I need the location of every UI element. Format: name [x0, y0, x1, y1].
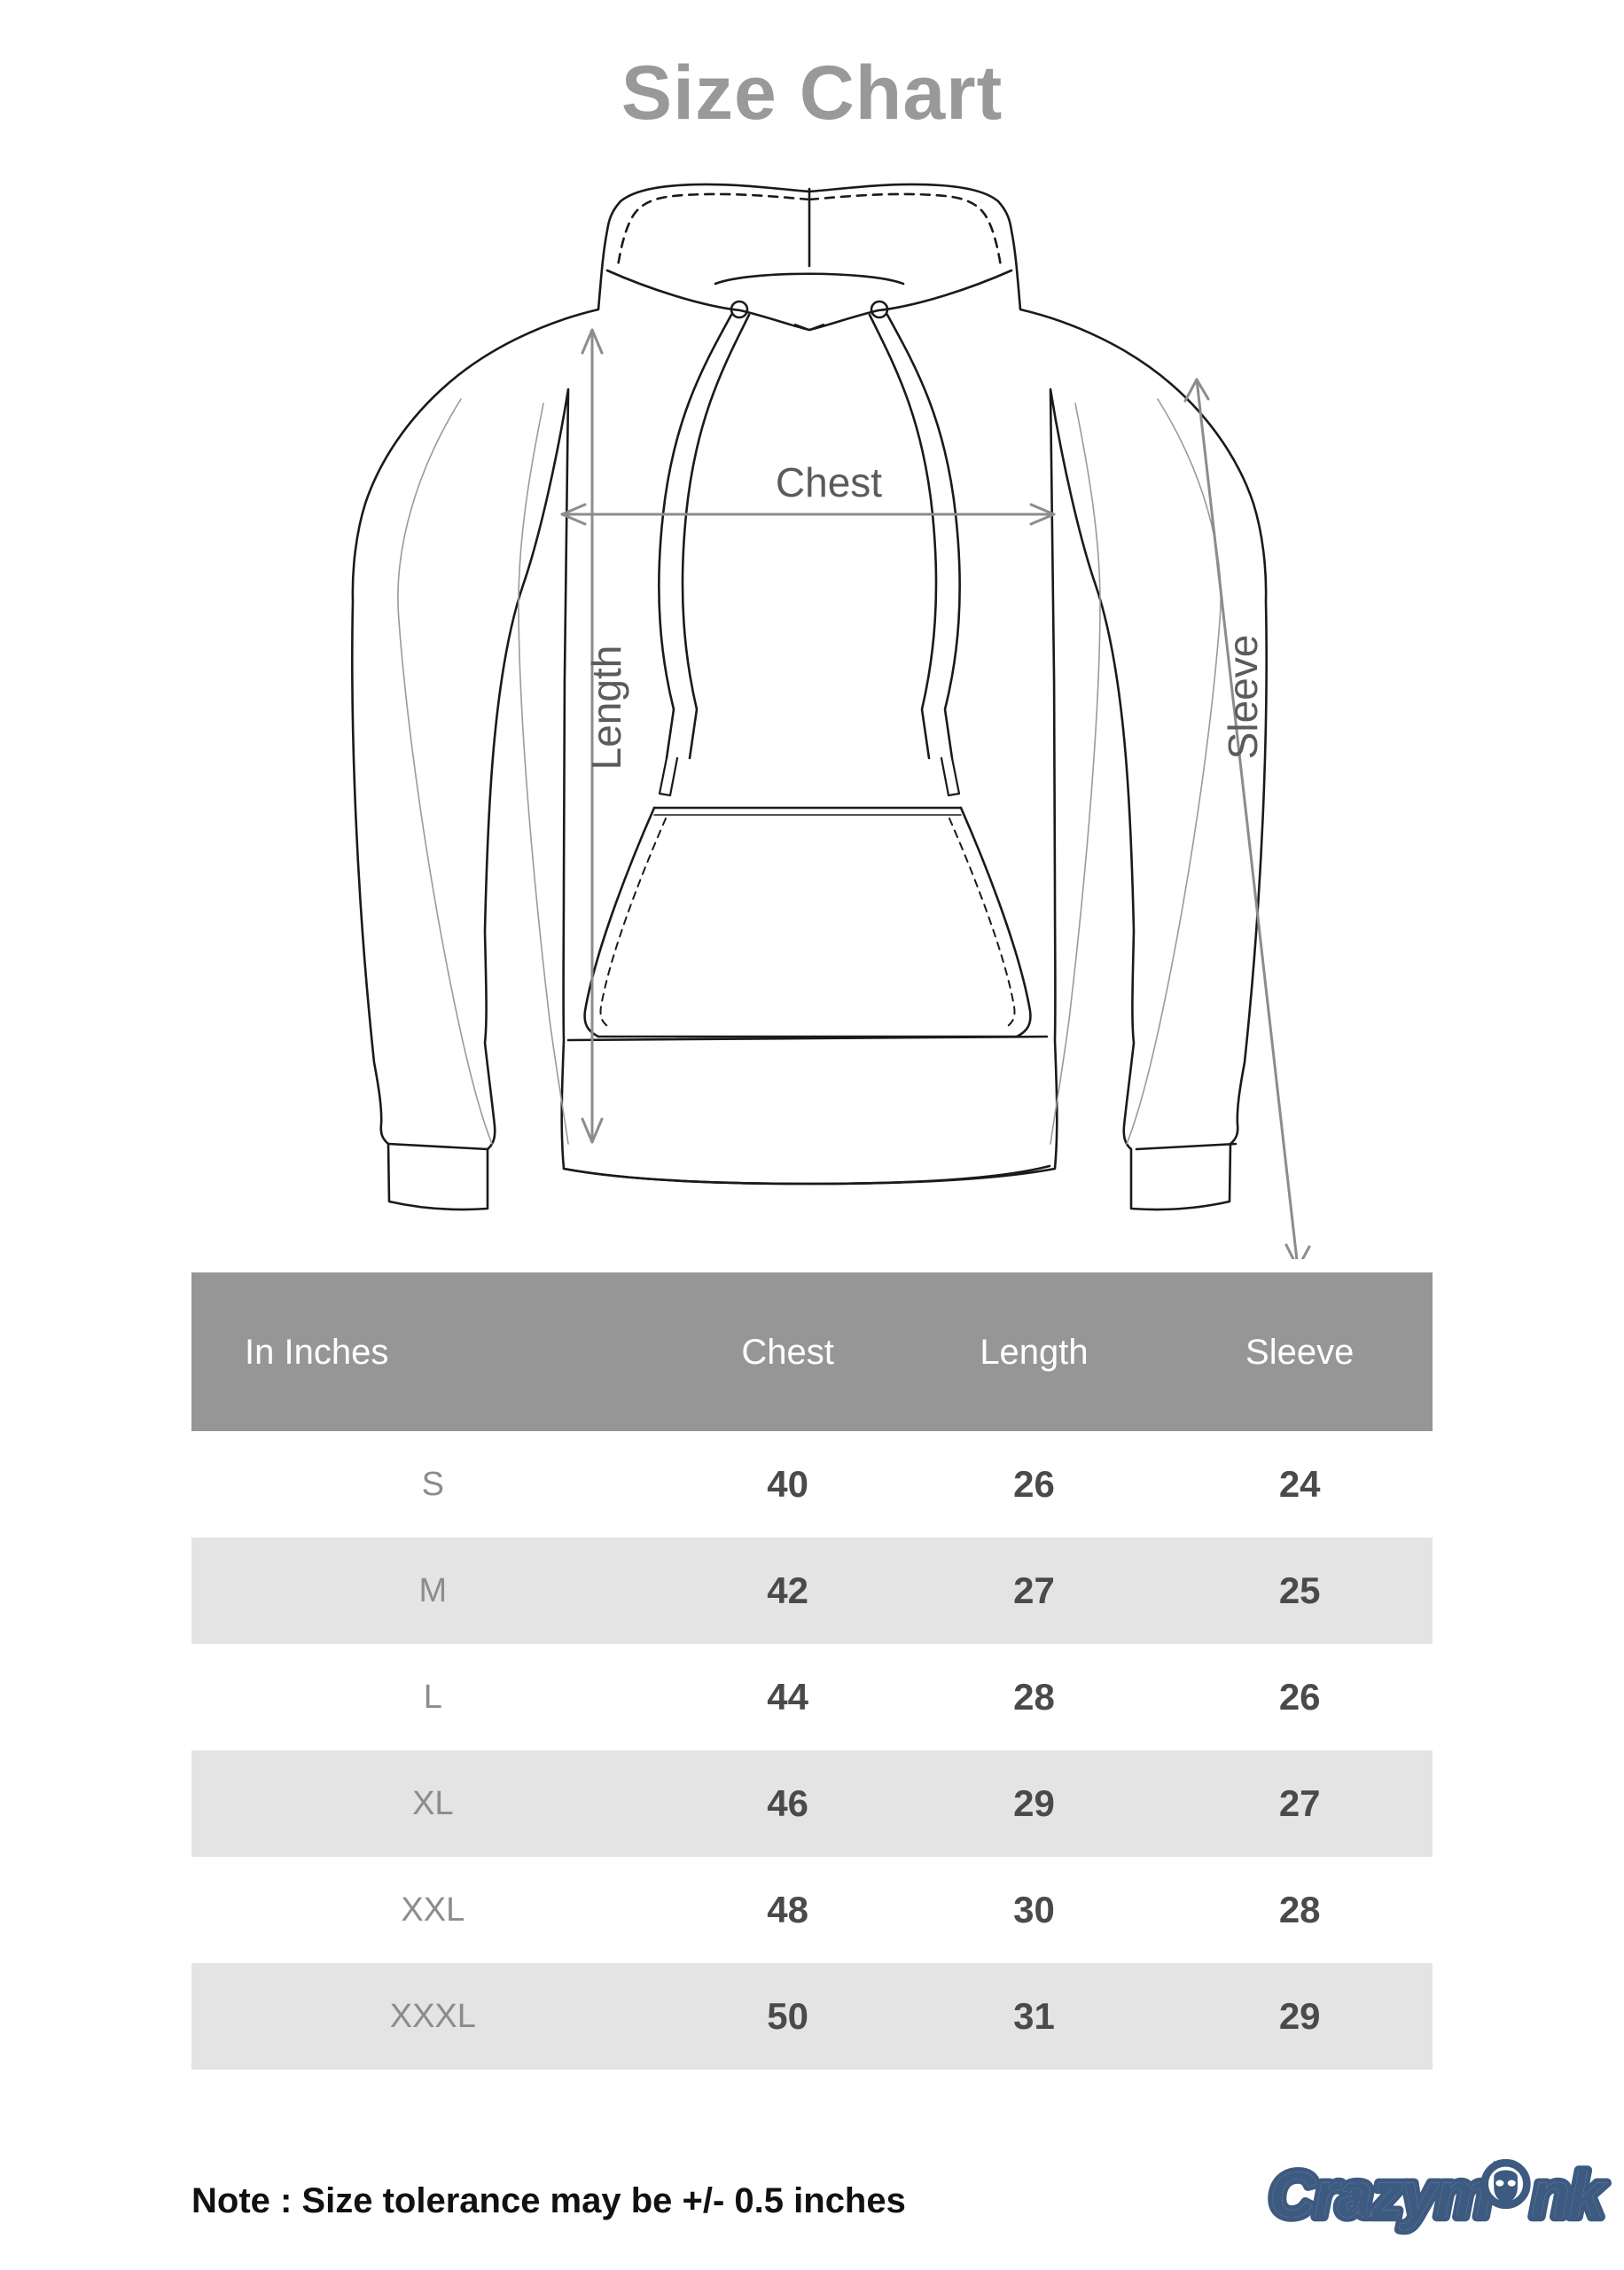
svg-text:Sleeve: Sleeve: [1220, 635, 1266, 760]
svg-text:Chest: Chest: [776, 459, 882, 505]
svg-text:nk: nk: [1531, 2159, 1607, 2231]
svg-text:Length: Length: [583, 646, 629, 771]
svg-text:Crazym: Crazym: [1269, 2159, 1491, 2231]
